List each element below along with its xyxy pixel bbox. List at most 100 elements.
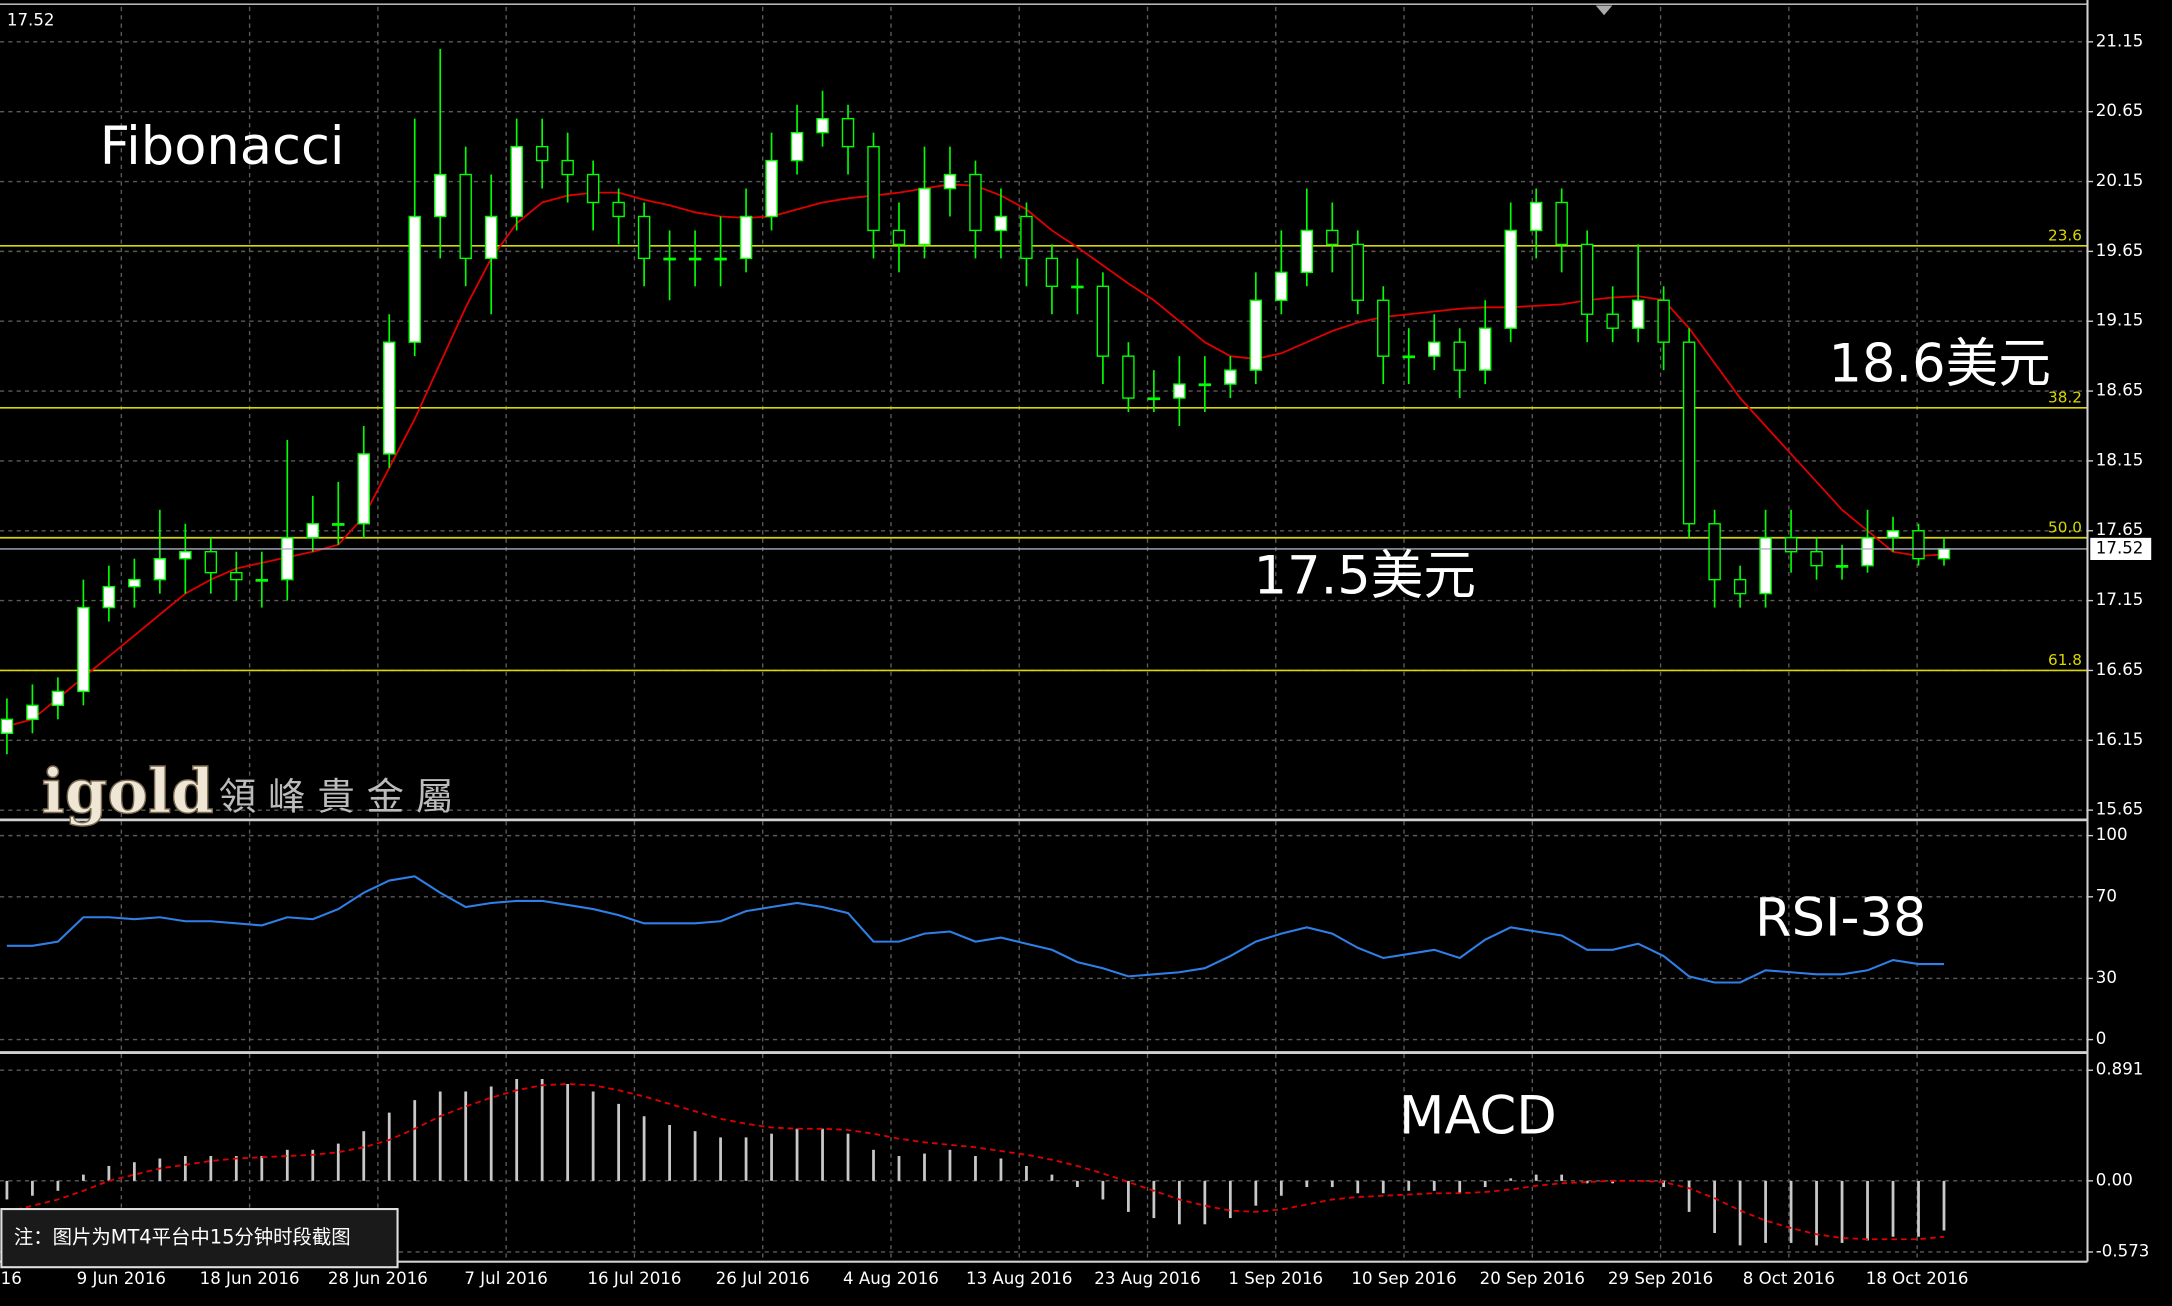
candle-body [408,215,421,343]
candle-body [1529,201,1543,232]
candle-body [535,145,549,162]
candle-body [204,551,218,574]
candle-body [1020,215,1033,260]
annotation: Fibonacci [100,116,345,177]
y-tick-label: 20.15 [2096,171,2144,190]
candle-body [637,215,651,260]
candle-body [1759,537,1772,595]
candle-body [0,718,14,734]
logo-cn: 領 峰 貴 金 屬 [219,775,453,819]
candle-body [1835,564,1849,568]
fib-label: 50.0 [2048,519,2082,537]
x-tick-label: 26 Jul 2016 [716,1269,810,1288]
candle-body [841,117,855,148]
x-tick-label: y 2016 [0,1269,22,1288]
x-tick-label: 18 Oct 2016 [1866,1269,1969,1288]
x-tick-label: 18 Jun 2016 [200,1269,300,1288]
candle-body [1912,530,1925,560]
indicator-title: RSI-38 [1755,888,1926,949]
shift-marker [1595,5,1613,16]
candle-body [714,257,727,261]
candle-body [1045,257,1059,287]
current-price-label: 17.52 [2096,538,2144,557]
candle-body [994,215,1008,232]
y-tick-label: 19.15 [2096,311,2144,330]
logo: igold [42,756,214,827]
x-tick-label: 1 Sep 2016 [1228,1269,1323,1288]
x-tick-label: 9 Jun 2016 [77,1269,166,1288]
signal-line [6,1083,1945,1241]
y-tick-label: 100 [2096,825,2128,844]
candle-body [816,117,829,134]
candle-body [1555,201,1568,246]
candle-body [943,173,957,190]
candle-body [1580,243,1594,315]
candle-body [1351,243,1365,301]
candle-body [1147,397,1161,401]
y-tick-label: 17.15 [2096,590,2144,609]
annotation: 18.6美元 [1828,334,2050,395]
y-tick-label: 30 [2096,968,2117,987]
candle-body [1096,285,1110,357]
candle-body [969,173,982,232]
candle-body [1224,369,1237,385]
candle-body [1402,355,1415,359]
candle-body [1504,229,1517,329]
candle-body [1275,271,1288,301]
marks-layer [0,48,2088,1246]
candle-body [357,453,370,525]
candle-body [1682,341,1696,525]
candle-body [26,704,39,721]
candle-body [1377,299,1390,357]
price-readout: 17.52 [7,10,55,29]
x-tick-label: 16 Jul 2016 [587,1269,681,1288]
candle-body [484,215,498,260]
y-tick-label: 18.65 [2096,381,2144,400]
fib-label: 23.6 [2048,227,2082,245]
y-tick-label: 70 [2096,886,2117,905]
candle-body [1122,355,1135,399]
candle-body [1810,551,1823,567]
x-tick-label: 7 Jul 2016 [464,1269,547,1288]
x-tick-label: 20 Sep 2016 [1480,1269,1585,1288]
annotation: 17.5美元 [1254,546,1476,607]
y-tick-label: 16.65 [2096,660,2144,679]
candle-body [892,229,906,246]
candle-body [1784,537,1798,553]
x-tick-label: 8 Oct 2016 [1743,1269,1835,1288]
candle-body [663,257,676,261]
candle-body [1861,537,1874,567]
x-tick-label: 13 Aug 2016 [966,1269,1072,1288]
candle-body [77,606,90,693]
candle-body [1071,285,1084,289]
candle-body [612,201,625,218]
y-tick-label: 19.65 [2096,241,2144,260]
fib-label: 38.2 [2048,389,2082,407]
candle-body [1886,530,1900,539]
candle-body [383,341,396,455]
x-tick-label: 4 Aug 2016 [843,1269,939,1288]
candle-body [790,131,804,162]
x-tick-label: 10 Sep 2016 [1351,1269,1456,1288]
candle-body [1631,299,1645,329]
labels-layer: 15.65 16.15 16.65 17.15 17.65 18.15 18.65 19.15… [0,10,2152,1288]
candle-body [433,173,447,218]
candle-body [561,159,574,176]
x-tick-label: 28 Jun 2016 [328,1269,428,1288]
current-price-box [2090,537,2152,560]
candle-body [1326,229,1339,246]
x-tick-label: 23 Aug 2016 [1094,1269,1200,1288]
candle-body [510,145,523,218]
candle-body [586,173,600,204]
y-tick-label: 0.891 [2096,1060,2144,1079]
candle-body [1478,327,1492,371]
candle-body [765,159,778,218]
candle-body [688,257,702,261]
candle-body [51,690,65,707]
rsi-line [6,875,1944,984]
y-tick-label: 17.65 [2096,520,2144,539]
candle-body [867,145,880,232]
y-tick-label: 20.65 [2096,101,2144,120]
